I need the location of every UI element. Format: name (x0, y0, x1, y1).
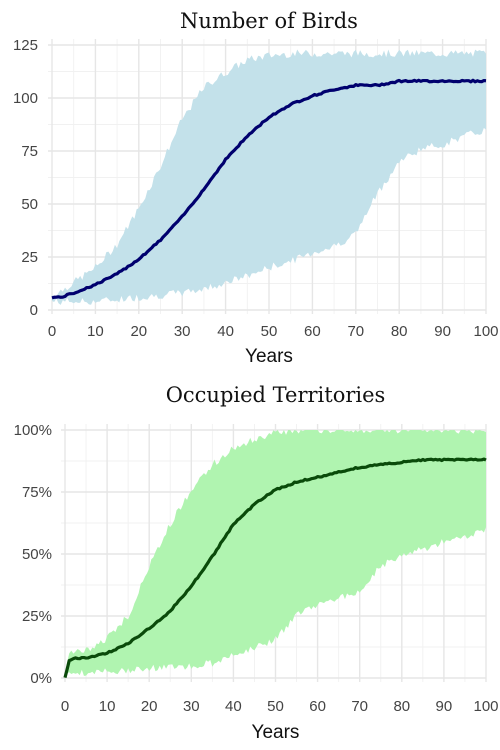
y-tick-label: 25 (21, 249, 38, 266)
y-tick-label: 75 (21, 143, 38, 160)
x-tick-label: 0 (61, 698, 69, 715)
chart-2: 0 10 20 30 40 50 60 70 80 90 100 0% 25% 50% 75% 100% Occ… (14, 383, 499, 743)
x-tick-label: 10 (99, 698, 116, 715)
x-tick-label: 70 (351, 698, 368, 715)
x-axis-label: Years (245, 346, 293, 367)
x-tick-label: 50 (267, 698, 284, 715)
y-tick-label: 50 (21, 196, 38, 213)
x-tick-label: 40 (225, 698, 242, 715)
y-tick-label: 0 (30, 302, 38, 319)
x-tick-label: 60 (304, 323, 321, 340)
x-tick-label: 30 (174, 323, 191, 340)
x-tick-label: 20 (141, 698, 158, 715)
x-tick-label: 90 (436, 698, 453, 715)
x-tick-label: 10 (87, 323, 104, 340)
x-tick-label: 40 (217, 323, 234, 340)
mean-line (51, 78, 487, 300)
chart-1: 0 10 20 30 40 50 60 70 80 90 100 0 25 50 75 100 125 Numbe… (13, 9, 499, 367)
y-tick-label: 50% (22, 546, 52, 563)
x-tick-label: 80 (391, 323, 408, 340)
mean-line (63, 457, 487, 678)
x-tick-label: 90 (434, 323, 451, 340)
x-tick-label: 50 (261, 323, 278, 340)
chart-title: Occupied Territories (166, 383, 386, 407)
y-tick-label: 0% (30, 670, 52, 687)
y-tick-label: 125 (13, 37, 38, 54)
x-tick-label: 100 (473, 698, 498, 715)
y-tick-label: 100 (13, 90, 38, 107)
y-tick-label: 100% (14, 422, 52, 439)
x-axis-label: Years (252, 722, 300, 743)
x-tick-label: 20 (130, 323, 147, 340)
x-tick-label: 0 (48, 323, 56, 340)
y-tick-label: 25% (22, 608, 52, 625)
x-tick-label: 100 (473, 323, 498, 340)
x-tick-label: 60 (309, 698, 326, 715)
confidence-band (65, 430, 486, 678)
x-tick-label: 30 (183, 698, 200, 715)
chart-title: Number of Birds (180, 9, 358, 33)
x-tick-label: 80 (393, 698, 410, 715)
y-tick-label: 75% (22, 484, 52, 501)
x-tick-label: 70 (347, 323, 364, 340)
